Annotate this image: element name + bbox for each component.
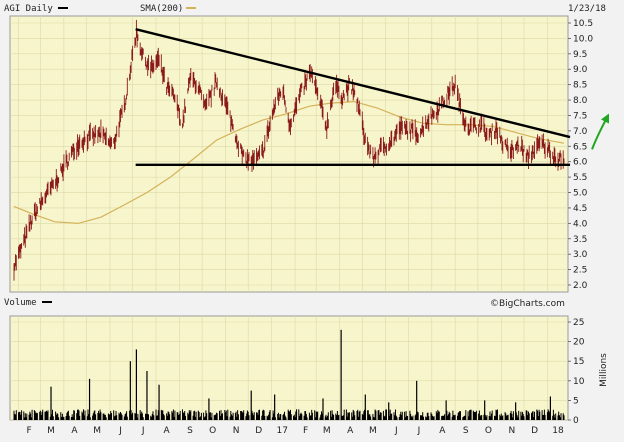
price-tick-label: 9.5 (573, 50, 587, 60)
x-tick-label: F (303, 426, 308, 436)
x-tick-label: A (164, 426, 171, 436)
x-tick-label: J (118, 426, 122, 436)
descending-trendline (135, 28, 571, 139)
x-tick-label: N (233, 426, 240, 436)
price-tick-label: 6.5 (573, 142, 587, 152)
breakout-arrow-icon (591, 119, 607, 150)
price-y-axis: 2.0 2.5 3.0 3.5 4.0 4.5 5.0 5.5 6.0 6.5 7.0 7.5 8.0 8… (568, 19, 593, 291)
price-tick-label: 5.0 (573, 189, 588, 199)
volume-tick-label: 10 (573, 377, 585, 387)
volume-grid (10, 316, 568, 421)
volume-label: Volume (4, 298, 37, 308)
watermark: ©BigCharts.com (490, 299, 565, 309)
price-tick-label: 3.5 (573, 235, 587, 245)
price-tick-label: 9.0 (573, 65, 588, 75)
volume-tick-label: 20 (573, 338, 585, 348)
price-tick-label: 7.0 (573, 127, 588, 137)
x-tick-label: J (394, 426, 398, 436)
sma-200-line (13, 100, 565, 225)
x-tick-label: M (93, 426, 101, 436)
price-tick-label: 6.0 (573, 158, 588, 168)
volume-tick-label: 0 (573, 416, 579, 426)
x-tick-label: N (509, 426, 516, 436)
price-tick-label: 2.0 (573, 281, 588, 291)
price-tick-label: 4.0 (573, 219, 588, 229)
x-tick-label: D (531, 426, 538, 436)
x-tick-label: D (255, 426, 262, 436)
x-tick-label: S (187, 426, 193, 436)
price-bars-path (13, 19, 565, 281)
x-tick-label: M (369, 426, 377, 436)
header-date: 1/23/18 (568, 4, 606, 14)
x-tick-label: S (463, 426, 469, 436)
price-tick-label: 10.0 (573, 34, 593, 44)
x-tick-label: A (71, 426, 78, 436)
sma-label: SMA(200) (140, 4, 183, 14)
volume-spikes (50, 329, 552, 420)
x-tick-label: M (323, 426, 331, 436)
price-tick-label: 4.5 (573, 204, 587, 214)
price-tick-label: 2.5 (573, 266, 587, 276)
volume-bars (13, 409, 565, 420)
price-panel (9, 15, 569, 293)
price-tick-label: 5.5 (573, 173, 587, 183)
x-tick-label: O (209, 426, 216, 436)
header-bar (0, 0, 624, 16)
x-tick-label: A (439, 426, 446, 436)
x-tick-label: J (141, 426, 145, 436)
volume-y-axis: 0 5 10 15 20 25 (568, 318, 585, 426)
x-tick-label: A (347, 426, 354, 436)
x-tick-label: M (47, 426, 55, 436)
price-tick-label: 8.5 (573, 81, 587, 91)
price-tick-label: 8.0 (573, 96, 588, 106)
x-tick-label: J (417, 426, 421, 436)
breakout-arrow-head (601, 113, 609, 124)
x-tick-label: 18 (552, 426, 564, 436)
volume-tick-label: 5 (573, 396, 579, 406)
price-tick-label: 10.5 (573, 19, 593, 29)
x-axis: F M A M J J A S O N D 17 F M A M J J A S O N D 18 (27, 426, 564, 436)
price-tick-label: 3.0 (573, 250, 588, 260)
x-tick-label: 17 (276, 426, 287, 436)
price-tick-label: 7.5 (573, 111, 587, 121)
price-series (13, 19, 565, 281)
x-tick-label: F (27, 426, 32, 436)
ticker-label: AGI Daily (4, 4, 53, 14)
x-tick-label: O (485, 426, 492, 436)
volume-tick-label: 25 (573, 318, 584, 328)
volume-units-label: Millions (599, 353, 609, 387)
volume-tick-label: 15 (573, 357, 584, 367)
volume-panel (9, 315, 569, 421)
